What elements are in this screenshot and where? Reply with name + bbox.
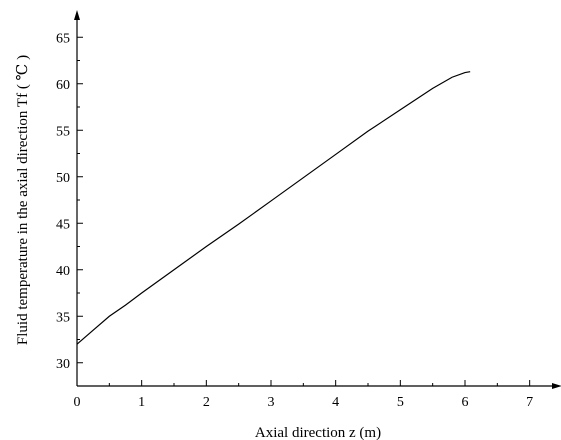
x-tick-labels: 0 1 2 3 4 5 6 7 xyxy=(74,395,534,410)
y-tick-label: 35 xyxy=(56,310,70,325)
y-tick-label: 55 xyxy=(56,124,70,139)
series-line-fluid-temperature xyxy=(76,71,471,345)
y-tick-label: 45 xyxy=(56,217,70,232)
x-tick-label: 4 xyxy=(332,395,339,410)
y-tick-label: 40 xyxy=(56,264,70,279)
y-axis-title: Fluid temperature in the axial direction… xyxy=(15,55,31,345)
y-tick-label: 30 xyxy=(56,357,70,372)
x-tick-label: 0 xyxy=(74,395,81,410)
x-tick-label: 2 xyxy=(203,395,210,410)
y-major-ticks xyxy=(77,36,83,364)
x-tick-label: 7 xyxy=(526,395,533,410)
y-tick-label: 60 xyxy=(56,78,70,93)
y-tick-labels: 30 35 40 45 50 55 60 65 xyxy=(56,31,70,372)
x-tick-label: 1 xyxy=(138,395,145,410)
y-tick-label: 50 xyxy=(56,171,70,186)
x-axis-arrow xyxy=(552,383,561,389)
x-tick-label: 5 xyxy=(397,395,404,410)
x-axis-title: Axial direction z (m) xyxy=(255,425,381,440)
x-tick-label: 6 xyxy=(462,395,469,410)
y-tick-label: 65 xyxy=(56,31,70,46)
x-tick-label: 3 xyxy=(268,395,275,410)
y-axis-arrow xyxy=(74,10,80,20)
